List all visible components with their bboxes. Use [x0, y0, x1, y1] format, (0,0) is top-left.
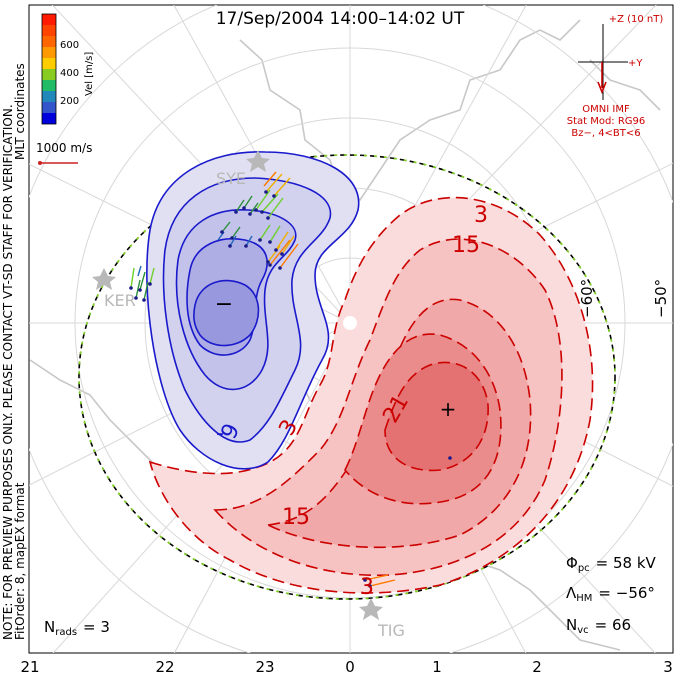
mlt-axis: 21 22 23 0 1 2 3: [20, 658, 672, 674]
mlt-label: 2: [532, 658, 542, 674]
scale-label: Vel [m/s]: [84, 52, 95, 96]
ref-vector-label: 1000 m/s: [36, 141, 92, 155]
minus-sign: -: [216, 421, 224, 446]
scale-tick: 400: [60, 68, 79, 79]
potential-max-marker: +: [440, 397, 457, 421]
mlt-label: 23: [255, 658, 274, 674]
velocity-vectors: [129, 171, 452, 588]
imf-source: OMNI IMF: [582, 104, 630, 115]
map-title: 17/Sep/2004 14:00–14:02 UT: [216, 9, 465, 29]
station-markers: [92, 150, 383, 620]
contour-label: 15: [452, 233, 480, 258]
n-vc-stat: Nvc = 66: [566, 616, 631, 636]
lat-label-60: −60°: [578, 279, 596, 318]
station-label-sye: SYE: [216, 169, 246, 188]
scale-tick: 200: [60, 96, 79, 107]
phi-pc-stat: Φpc = 58 kV: [566, 554, 657, 574]
map-statistics: Φpc = 58 kV ΛHM = −56° Nvc = 66 Nrads = 3: [44, 554, 657, 638]
mlt-label: 22: [155, 658, 174, 674]
lat-label-50: −50°: [652, 279, 670, 318]
imf-y-label: +Y: [628, 58, 643, 69]
fit-order-note: FitOrder: 8, mapEX format: [13, 482, 27, 640]
coord-label: MLT coordinates: [13, 63, 27, 160]
contour-label: 3: [474, 203, 488, 228]
preview-note: NOTE: FOR PREVIEW PURPOSES ONLY. PLEASE …: [1, 104, 15, 640]
mlt-label: 1: [432, 658, 442, 674]
hm-boundary-vectors: [78, 154, 616, 600]
imf-clock: [578, 24, 628, 100]
imf-z-label: +Z (10 nT): [609, 14, 664, 25]
mlt-label: 3: [663, 658, 673, 674]
imf-model: Stat Mod: RG96: [567, 116, 646, 127]
mlt-label: 0: [345, 658, 355, 674]
color-scale: [41, 13, 57, 125]
n-rads-stat: Nrads = 3: [44, 618, 110, 638]
positive-potential-cell: [148, 196, 594, 594]
negative-potential-cell: [146, 151, 360, 470]
contour-label: 3: [360, 575, 374, 600]
pole-marker: [343, 316, 357, 330]
lambda-hm-stat: ΛHM = −56°: [566, 584, 655, 604]
contour-label: 15: [282, 505, 310, 530]
scale-tick: 600: [60, 40, 79, 51]
mlt-label: 21: [20, 658, 39, 674]
imf-condition: Bz−, 4<BT<6: [571, 128, 640, 139]
potential-min-marker: −: [215, 292, 233, 317]
station-label-ker: KER: [104, 291, 136, 310]
station-label-tig: TIG: [377, 621, 405, 640]
